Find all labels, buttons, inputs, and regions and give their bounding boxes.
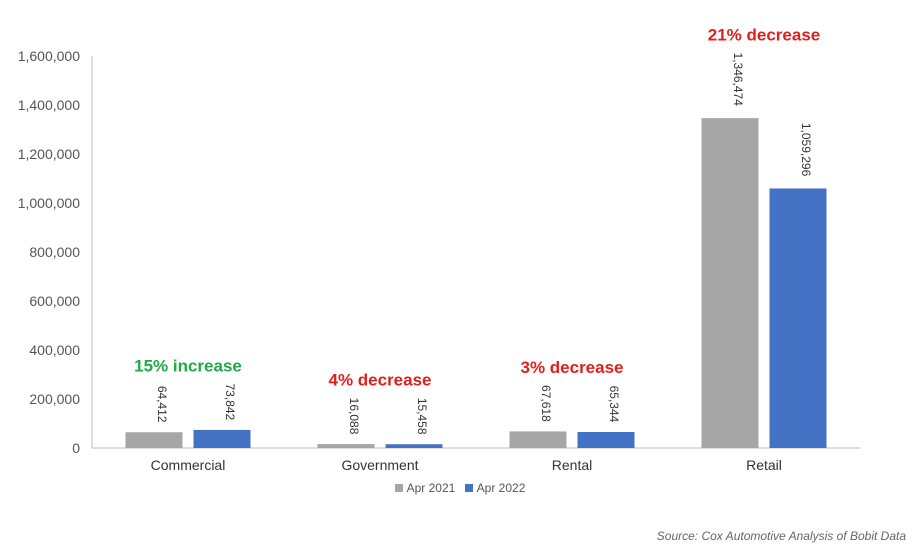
legend-swatch-apr-2021 [394,484,403,492]
change-annotation: 3% decrease [520,358,623,377]
y-tick-label: 800,000 [29,244,80,260]
y-tick-label: 1,200,000 [18,146,80,162]
x-tick-label: Government [341,457,418,473]
legend-label: Apr 2021 [406,481,456,495]
source-note: Source: Cox Automotive Analysis of Bobit… [656,529,906,543]
legend: Apr 2021 Apr 2022 [0,481,920,495]
x-tick-label: Commercial [151,457,226,473]
data-label: 1,346,474 [731,53,745,107]
bar [509,431,567,448]
legend-swatch-apr-2022 [464,484,473,492]
legend-label: Apr 2022 [476,481,526,495]
data-label: 67,618 [539,385,553,422]
change-annotation: 15% increase [134,357,242,376]
legend-item-apr-2021: Apr 2021 [394,481,456,495]
legend-item-apr-2022: Apr 2022 [464,481,526,495]
y-tick-label: 1,000,000 [18,195,80,211]
y-tick-label: 400,000 [29,342,80,358]
change-annotation: 21% decrease [708,26,820,45]
bar-chart: 0 200,000 400,000 600,000 800,000 1,000,000 1,… [18,26,860,473]
data-label: 73,842 [223,384,237,421]
data-label: 65,344 [607,386,621,423]
y-tick-label: 1,400,000 [18,97,80,113]
y-tick-label: 0 [72,440,80,456]
bar [701,118,759,449]
bar [193,429,251,448]
data-label: 1,059,296 [799,123,813,177]
x-tick-label: Rental [552,457,592,473]
x-tick-label: Retail [746,457,782,473]
bar [577,431,635,448]
data-label: 16,088 [347,398,361,435]
bar [769,188,827,448]
bar [385,444,443,448]
bar [317,444,375,448]
bar [125,432,183,448]
data-label: 64,412 [155,386,169,423]
y-tick-label: 600,000 [29,293,80,309]
y-tick-label: 1,600,000 [18,48,80,64]
change-annotation: 4% decrease [328,371,431,390]
data-label: 15,458 [415,398,429,435]
y-tick-label: 200,000 [29,391,80,407]
